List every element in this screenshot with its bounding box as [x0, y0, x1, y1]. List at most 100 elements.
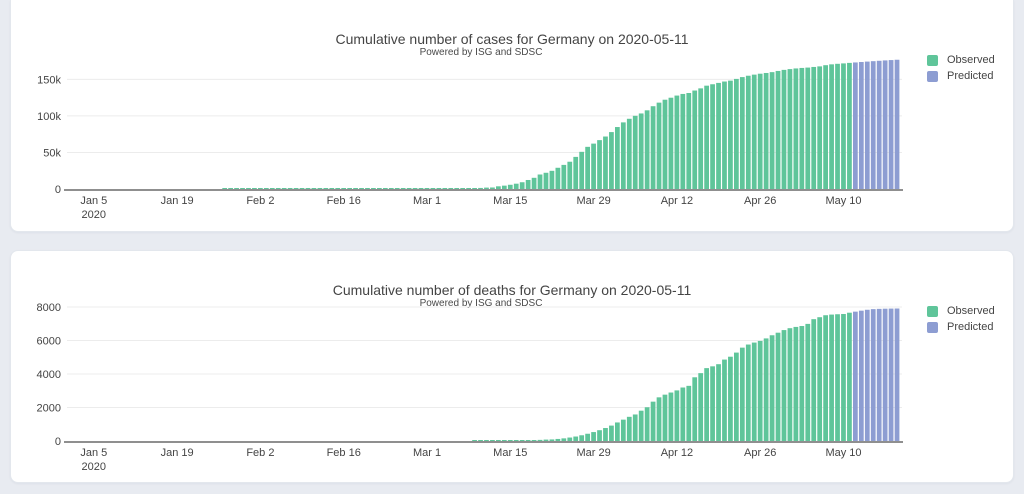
bar-observed	[680, 93, 686, 189]
bar-observed	[728, 80, 733, 189]
bar-observed	[275, 188, 281, 189]
legend-item-predicted[interactable]: Predicted	[927, 70, 995, 82]
bar-observed	[734, 78, 739, 189]
x-tick-label: Apr 12	[661, 447, 693, 459]
x-tick-label: Jan 19	[161, 195, 194, 207]
bar-observed	[513, 183, 519, 189]
bar-observed	[484, 440, 489, 441]
bar-observed	[799, 326, 805, 441]
bar-observed	[585, 433, 590, 441]
x-tick-label: May 10	[825, 447, 861, 459]
bar-observed	[561, 438, 567, 441]
legend-label-predicted: Predicted	[947, 321, 994, 333]
bar-observed	[668, 97, 674, 189]
bar-observed	[365, 188, 370, 189]
bar-observed	[710, 84, 715, 189]
bar-observed	[507, 440, 513, 441]
bar-observed	[293, 188, 299, 189]
legend-item-observed[interactable]: Observed	[927, 305, 995, 317]
predicted-swatch-icon	[927, 321, 938, 333]
bar-observed	[430, 188, 436, 189]
bar-observed	[817, 317, 823, 441]
bar-predicted	[858, 62, 864, 190]
bar-observed	[597, 140, 602, 189]
x-tick-year-label: 2020	[82, 209, 106, 221]
bar-observed	[490, 440, 495, 441]
bar-observed	[513, 440, 519, 441]
bar-observed	[615, 127, 620, 189]
bar-observed	[674, 390, 680, 441]
deaths-chart-subtitle: Powered by ISG and SDSC	[419, 298, 543, 309]
bar-observed	[698, 373, 704, 441]
bar-observed	[424, 188, 430, 189]
y-tick-label: 150k	[37, 74, 61, 86]
bar-observed	[490, 187, 495, 189]
y-tick-label: 50k	[43, 147, 61, 159]
bar-observed	[769, 335, 775, 441]
legend-item-predicted[interactable]: Predicted	[927, 321, 995, 333]
x-tick-label: May 10	[825, 195, 861, 207]
bar-observed	[335, 188, 341, 189]
x-tick-label: Feb 16	[327, 447, 361, 459]
bar-observed	[781, 69, 787, 189]
bar-observed	[811, 319, 817, 441]
x-tick-label: Feb 2	[246, 447, 274, 459]
bar-observed	[793, 326, 799, 441]
x-tick-year-label: 2020	[82, 461, 106, 473]
legend-label-observed: Observed	[947, 305, 995, 317]
bar-observed	[496, 440, 501, 441]
bar-observed	[543, 172, 549, 189]
bar-predicted	[894, 59, 900, 189]
bar-observed	[644, 407, 650, 441]
bar-observed	[478, 187, 483, 189]
bar-observed	[579, 151, 585, 189]
bar-observed	[704, 85, 709, 189]
cases-plot-area[interactable]: 0 50k 100k 150k Jan 5 2020 Jan 19 Feb 2 Feb 16 Ma…	[11, 0, 1015, 232]
bar-observed	[472, 440, 477, 441]
bar-observed	[406, 188, 412, 189]
bar-observed	[269, 188, 275, 189]
bar-observed	[341, 188, 347, 189]
bar-observed	[656, 397, 662, 441]
bar-observed	[668, 392, 674, 441]
bar-observed	[787, 69, 793, 189]
bar-observed	[371, 188, 376, 189]
bar-observed	[620, 419, 626, 441]
bar-observed	[603, 428, 608, 441]
bar-observed	[549, 439, 555, 441]
bar-observed	[585, 146, 590, 189]
x-tick-label: Feb 2	[246, 195, 274, 207]
bar-observed	[704, 368, 709, 441]
deaths-chart-title: Cumulative number of deaths for Germany …	[332, 282, 692, 298]
bar-observed	[835, 63, 840, 189]
bar-observed	[591, 432, 596, 441]
cases-chart-title: Cumulative number of cases for Germany o…	[335, 31, 689, 47]
bar-predicted	[870, 309, 876, 441]
bar-observed	[829, 64, 834, 189]
bar-observed	[240, 188, 245, 189]
bar-observed	[692, 90, 698, 189]
bar-predicted	[888, 60, 894, 189]
bar-observed	[263, 188, 269, 189]
bar-observed	[555, 438, 561, 441]
bar-observed	[246, 188, 251, 189]
cases-legend: Observed Predicted	[927, 54, 995, 86]
bar-observed	[775, 332, 781, 441]
bar-observed	[757, 340, 763, 441]
legend-item-observed[interactable]: Observed	[927, 54, 995, 66]
deaths-plot-area[interactable]: 0 2000 4000 6000 8000 Jan 5 2020 Jan 19 Feb 2 Feb…	[11, 251, 1015, 484]
bar-predicted	[876, 60, 882, 189]
bar-observed	[626, 416, 632, 441]
bar-observed	[234, 188, 239, 189]
bar-observed	[543, 439, 549, 441]
bar-observed	[418, 188, 424, 189]
x-tick-label: Jan 5	[80, 447, 107, 459]
y-tick-label: 6000	[37, 336, 61, 348]
bar-observed	[222, 188, 228, 189]
bar-observed	[763, 338, 769, 441]
bar-observed	[739, 347, 745, 441]
bar-observed	[686, 385, 692, 441]
bar-observed	[573, 156, 579, 189]
bar-observed	[710, 366, 715, 441]
bar-observed	[805, 323, 811, 441]
